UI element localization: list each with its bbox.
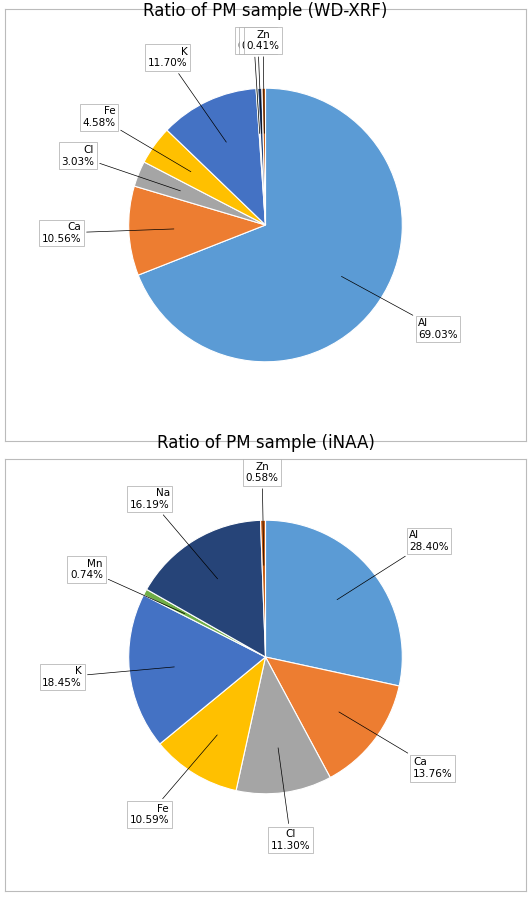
Text: Al
69.03%: Al 69.03%: [341, 276, 458, 339]
Title: Ratio of PM sample (WD-XRF): Ratio of PM sample (WD-XRF): [143, 2, 388, 20]
Wedge shape: [266, 520, 402, 686]
Wedge shape: [143, 590, 266, 657]
Wedge shape: [144, 130, 266, 225]
Wedge shape: [256, 88, 266, 225]
Wedge shape: [129, 595, 266, 744]
Wedge shape: [160, 657, 266, 790]
Text: Zn
0.41%: Zn 0.41%: [246, 30, 280, 133]
Wedge shape: [147, 520, 266, 657]
Wedge shape: [262, 88, 266, 225]
Text: Fe
10.59%: Fe 10.59%: [130, 735, 217, 825]
Text: K
11.70%: K 11.70%: [148, 47, 226, 142]
Text: Cl
3.03%: Cl 3.03%: [61, 145, 181, 191]
Text: Na
16.19%: Na 16.19%: [130, 489, 218, 579]
Wedge shape: [134, 162, 266, 225]
Text: Ca
10.56%: Ca 10.56%: [41, 222, 174, 244]
Title: Ratio of PM sample (iNAA): Ratio of PM sample (iNAA): [157, 434, 374, 452]
Text: Mn
0.74%: Mn 0.74%: [70, 559, 185, 614]
Wedge shape: [236, 657, 330, 794]
Wedge shape: [129, 186, 266, 275]
Text: Fe
4.58%: Fe 4.58%: [82, 106, 191, 172]
Legend: Al, Ca, Cl, Fe, K, Mn, Na, Zn: Al, Ca, Cl, Fe, K, Mn, Na, Zn: [157, 468, 374, 487]
Text: Na
0.50%: Na 0.50%: [242, 30, 275, 133]
Wedge shape: [261, 520, 266, 657]
Wedge shape: [167, 88, 266, 225]
Text: K
18.45%: K 18.45%: [42, 666, 174, 688]
Wedge shape: [138, 88, 402, 362]
Text: Mn
0.19%: Mn 0.19%: [237, 30, 270, 133]
Text: Al
28.40%: Al 28.40%: [337, 530, 449, 599]
Text: Zn
0.58%: Zn 0.58%: [246, 462, 279, 565]
Wedge shape: [266, 657, 399, 778]
Text: Cl
11.30%: Cl 11.30%: [271, 748, 311, 850]
Wedge shape: [258, 88, 266, 225]
Text: Ca
13.76%: Ca 13.76%: [339, 712, 453, 778]
